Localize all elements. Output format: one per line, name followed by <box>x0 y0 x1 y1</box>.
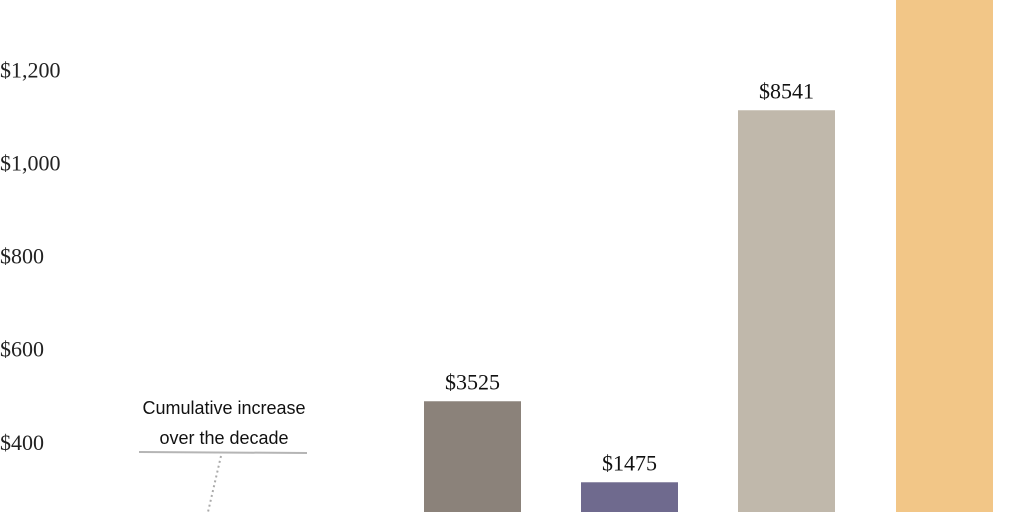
data-labels-group: $3525 $1475 $8541 <box>445 78 814 475</box>
y-tick-label: $400 <box>0 430 44 455</box>
bar-data-label: $1475 <box>602 450 657 475</box>
annotation-bracket-line <box>138 451 308 454</box>
annotation-group: Cumulative increase over the decade <box>138 398 308 512</box>
annotation-leader-line <box>207 455 222 512</box>
bar <box>896 0 993 512</box>
bars-group <box>110 0 993 512</box>
annotation-text-line-2: over the decade <box>159 428 288 448</box>
y-tick-label: $800 <box>0 244 44 269</box>
bar <box>424 401 521 512</box>
y-tick-label: $1,200 <box>0 57 61 82</box>
y-tick-label: $600 <box>0 337 44 362</box>
y-axis-ticks: $400 $600 $800 $1,000 $1,200 <box>0 57 61 454</box>
bar-data-label: $8541 <box>759 78 814 103</box>
annotation-text-line-1: Cumulative increase <box>142 398 305 418</box>
y-tick-label: $1,000 <box>0 150 61 175</box>
bar-data-label: $3525 <box>445 369 500 394</box>
bar <box>581 482 678 512</box>
bar <box>738 110 835 512</box>
